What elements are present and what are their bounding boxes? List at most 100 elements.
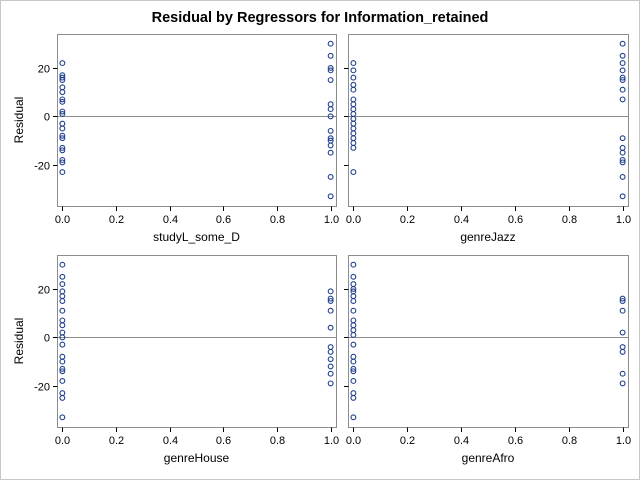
residual-point bbox=[350, 378, 357, 384]
residual-point bbox=[59, 120, 66, 127]
residual-point bbox=[327, 64, 334, 71]
x-tick-label: 0.4 bbox=[454, 214, 469, 226]
residual-point bbox=[59, 341, 66, 348]
residual-point bbox=[59, 96, 66, 103]
residual-point bbox=[619, 40, 626, 47]
residual-point bbox=[327, 298, 334, 304]
residual-point bbox=[59, 169, 66, 176]
x-axis-label: genreAfro bbox=[462, 451, 515, 465]
residual-point bbox=[350, 74, 357, 81]
y-tick-label: 0 bbox=[44, 112, 50, 124]
residual-point bbox=[350, 365, 357, 372]
x-tick-label: 0.2 bbox=[109, 435, 124, 447]
x-tick-label: 0.8 bbox=[562, 435, 577, 447]
x-tick-label: 0.6 bbox=[508, 435, 523, 447]
y-axis-label: Residual bbox=[12, 318, 26, 365]
residual-point bbox=[619, 193, 626, 200]
residual-point bbox=[619, 96, 626, 103]
residual-point bbox=[59, 288, 66, 295]
residual-point bbox=[350, 67, 357, 74]
residual-point bbox=[59, 147, 66, 154]
residual-point bbox=[350, 81, 357, 88]
residual-point bbox=[327, 348, 334, 355]
residual-point bbox=[350, 140, 357, 146]
residual-point bbox=[59, 273, 66, 280]
residual-point bbox=[59, 414, 66, 421]
x-tick-label: 1.0 bbox=[324, 435, 339, 447]
y-tick-label: 20 bbox=[38, 64, 50, 76]
residual-point bbox=[350, 358, 357, 365]
residual-point bbox=[619, 149, 626, 156]
residual-point bbox=[59, 298, 66, 304]
residual-point bbox=[327, 142, 334, 149]
residual-point bbox=[59, 77, 66, 83]
residual-point bbox=[350, 125, 357, 132]
residual-point bbox=[59, 98, 66, 105]
x-tick-label: 0.0 bbox=[55, 214, 70, 226]
residual-point bbox=[350, 169, 357, 176]
residual-point bbox=[619, 159, 626, 166]
residual-point bbox=[327, 324, 334, 331]
residual-point bbox=[350, 331, 357, 338]
residual-point bbox=[619, 67, 626, 74]
residual-point bbox=[59, 144, 66, 151]
residual-point bbox=[59, 110, 66, 117]
residual-point bbox=[327, 307, 334, 314]
residual-point bbox=[350, 341, 357, 348]
y-tick-label: 20 bbox=[38, 285, 50, 297]
x-tick-label: 1.0 bbox=[616, 435, 631, 447]
residual-point bbox=[59, 125, 66, 132]
residual-point bbox=[59, 261, 66, 268]
residual-point bbox=[327, 101, 334, 108]
residual-point bbox=[350, 390, 357, 397]
residual-point bbox=[619, 74, 626, 81]
y-tick-label: -20 bbox=[34, 161, 50, 173]
residual-point bbox=[59, 74, 66, 81]
residual-point bbox=[327, 40, 334, 47]
residual-point bbox=[327, 344, 334, 351]
panel-frame bbox=[57, 34, 337, 207]
residual-point bbox=[619, 329, 626, 336]
residual-point bbox=[350, 130, 357, 137]
residual-point bbox=[350, 101, 357, 108]
residual-point bbox=[327, 77, 334, 83]
residual-point bbox=[327, 193, 334, 200]
x-tick-label: 0.4 bbox=[163, 214, 178, 226]
residual-point bbox=[327, 370, 334, 377]
panel-frame bbox=[348, 255, 629, 428]
residual-point bbox=[327, 380, 334, 387]
residual-point bbox=[619, 370, 626, 377]
residual-point bbox=[350, 298, 357, 304]
x-axis-label: genreJazz bbox=[460, 230, 515, 244]
x-tick-label: 0.0 bbox=[346, 214, 361, 226]
residual-point bbox=[59, 108, 66, 115]
residual-point bbox=[350, 86, 357, 93]
residual-point bbox=[619, 380, 626, 387]
residual-point bbox=[59, 60, 66, 67]
x-tick-label: 0.6 bbox=[216, 435, 231, 447]
residual-point bbox=[59, 322, 66, 329]
x-tick-label: 0.2 bbox=[400, 214, 415, 226]
residual-point bbox=[350, 106, 357, 113]
residual-point bbox=[350, 60, 357, 67]
residual-point bbox=[350, 120, 357, 127]
residual-point bbox=[350, 96, 357, 103]
residual-point bbox=[619, 307, 626, 314]
x-tick-label: 0.8 bbox=[270, 435, 285, 447]
x-tick-label: 0.8 bbox=[562, 214, 577, 226]
x-tick-label: 0.6 bbox=[216, 214, 231, 226]
residual-point bbox=[350, 273, 357, 280]
residual-point bbox=[350, 353, 357, 360]
residual-point bbox=[59, 293, 66, 300]
residual-point bbox=[59, 135, 66, 142]
residual-point bbox=[619, 157, 626, 163]
residual-point bbox=[59, 84, 66, 91]
residual-point bbox=[350, 307, 357, 314]
residual-point bbox=[619, 173, 626, 180]
y-tick-label: -20 bbox=[34, 382, 50, 394]
residual-point bbox=[59, 159, 66, 166]
x-axis-label: studyL_some_D bbox=[153, 230, 240, 244]
x-tick-label: 0.2 bbox=[400, 435, 415, 447]
residual-point bbox=[350, 285, 357, 292]
